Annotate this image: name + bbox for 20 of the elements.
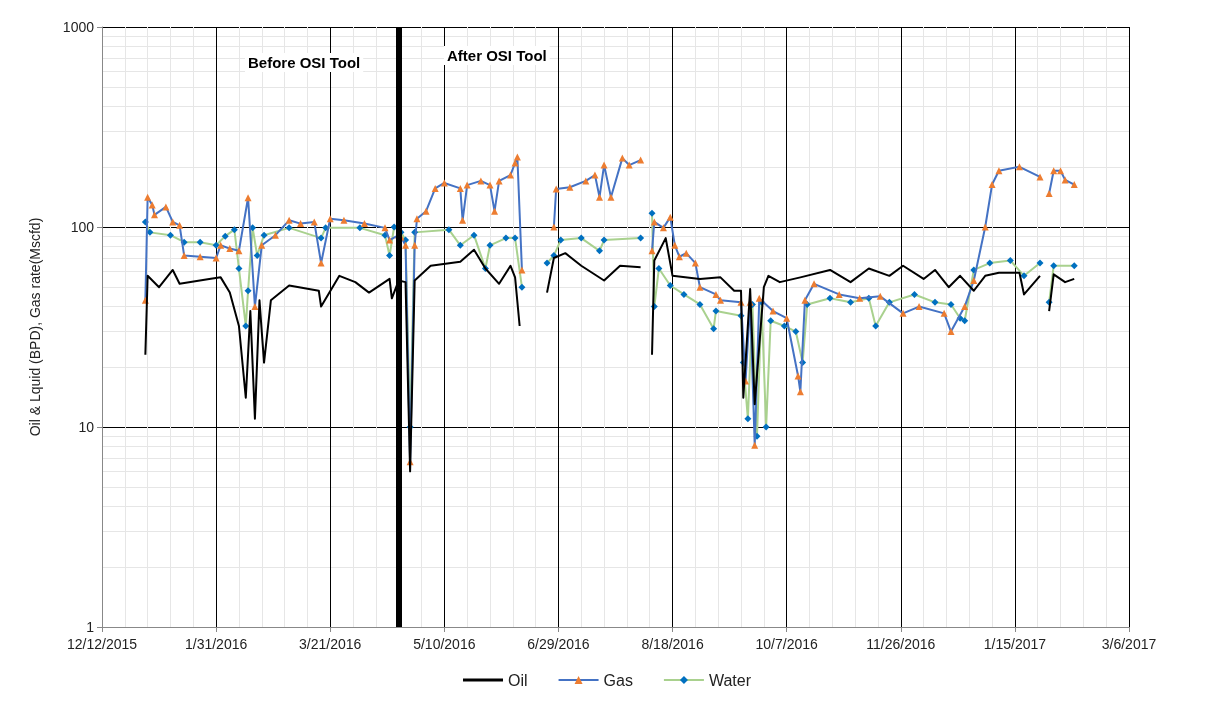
x-tick-label: 3/6/2017: [1101, 636, 1157, 652]
annotation: After OSI Tool: [447, 47, 547, 64]
x-tick-label: 6/29/2016: [527, 636, 590, 652]
x-tick-label: 12/12/2015: [66, 636, 138, 652]
legend-label: Water: [708, 671, 752, 689]
x-tick-label: 10/7/2016: [755, 636, 819, 652]
x-tick-label: 3/21/2016: [299, 636, 362, 652]
y-tick-label: 1000: [62, 19, 95, 35]
x-tick-label: 8/18/2016: [641, 636, 704, 652]
y-axis-title: Oil & Lquid (BPD), Gas rate(Mscfd): [27, 217, 43, 437]
x-tick-label: 1/15/2017: [983, 636, 1047, 652]
legend-label: Gas: [603, 671, 633, 689]
legend-label: Oil: [508, 671, 528, 689]
y-tick-label: 100: [70, 219, 95, 235]
annotation: Before OSI Tool: [248, 54, 361, 71]
x-tick-label: 1/31/2016: [184, 636, 248, 652]
x-tick-label: 11/26/2016: [866, 636, 936, 652]
y-tick-label: 10: [78, 419, 95, 435]
x-tick-label: 5/10/2016: [413, 636, 476, 652]
y-tick-label: 1: [86, 619, 95, 635]
